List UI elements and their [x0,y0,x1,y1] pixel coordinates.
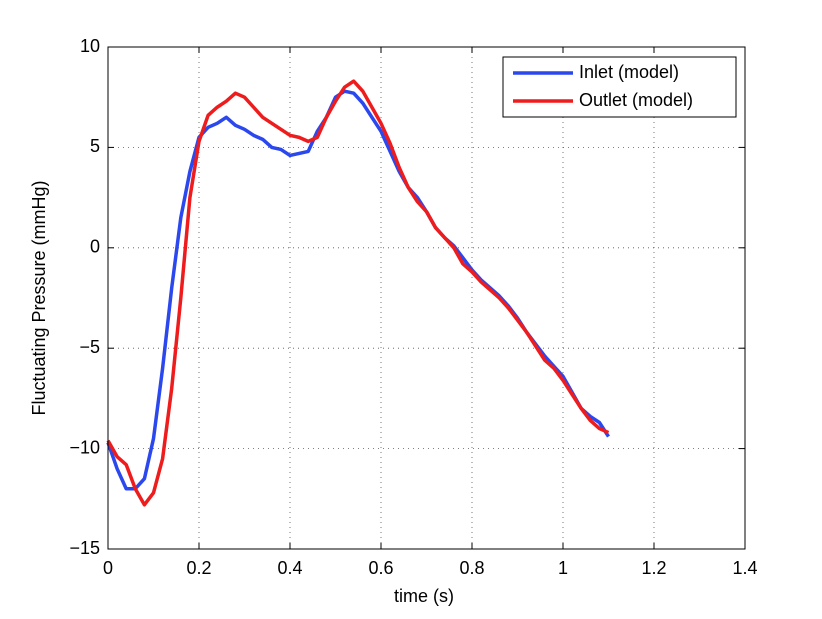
x-tick-label: 1.2 [641,558,666,578]
x-tick-label: 0.8 [459,558,484,578]
y-tick-label: −15 [69,538,100,558]
x-tick-label: 1 [558,558,568,578]
x-axis-label: time (s) [394,586,454,606]
x-tick-label: 1.4 [732,558,757,578]
legend-box [502,56,737,118]
legend-label: Inlet (model) [579,62,679,82]
x-tick-label: 0.4 [277,558,302,578]
axes-box [107,46,746,550]
legend-label: Outlet (model) [579,90,693,110]
y-axis-label: Fluctuating Pressure (mmHg) [29,180,49,415]
x-tick-label: 0.6 [368,558,393,578]
x-tick-label: 0.2 [186,558,211,578]
series-line [106,79,610,507]
y-tick-label: −10 [69,437,100,457]
legend: Inlet (model) Outlet (model) [502,56,737,118]
y-tick-label: −5 [79,337,100,357]
y-tick-label: 10 [80,36,100,56]
y-tick-label: 5 [90,136,100,156]
x-tick-label: 0 [103,558,113,578]
y-tick-label: 0 [90,237,100,257]
plot-area [108,47,745,549]
